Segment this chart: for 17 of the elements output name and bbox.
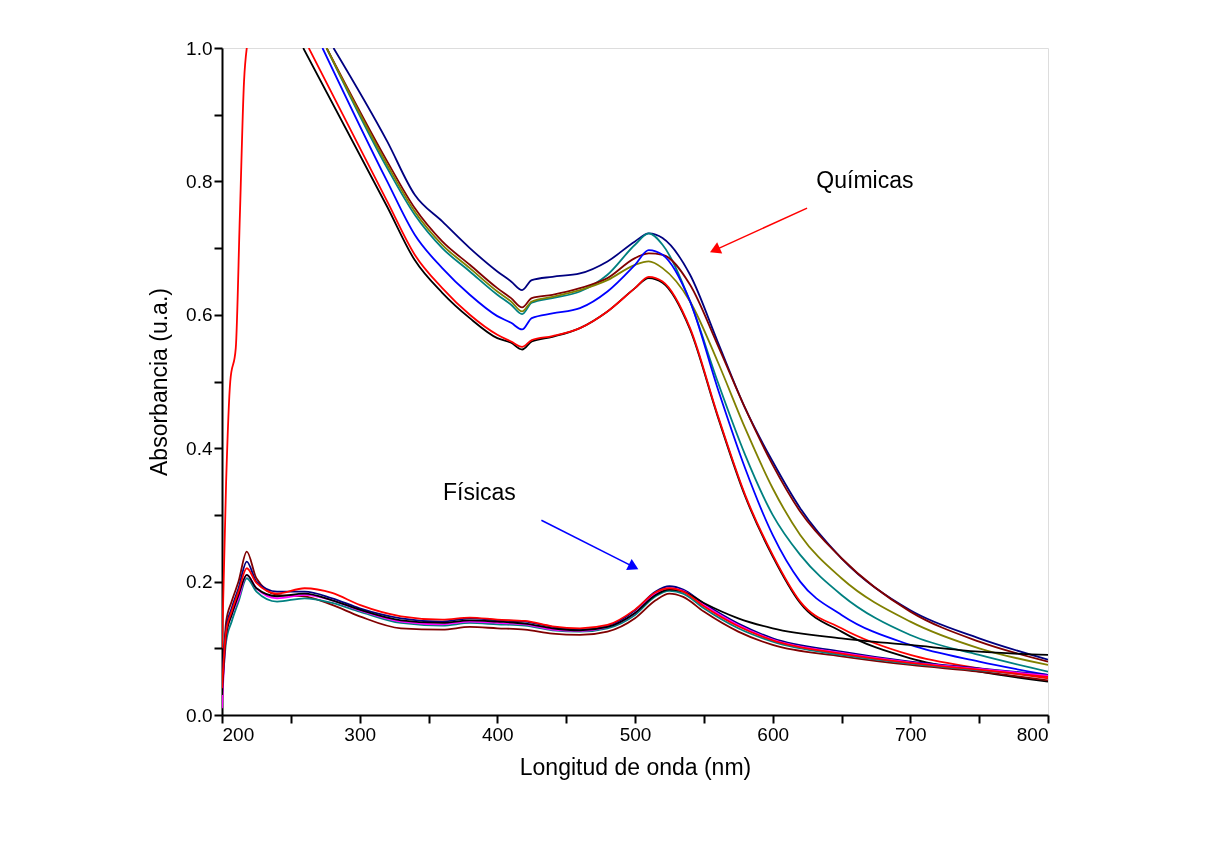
x-tick-label: 400 [481, 723, 514, 745]
x-tick-label: 500 [619, 723, 652, 745]
annotation: Físicas [443, 478, 516, 505]
annotation: Químicas [816, 167, 914, 194]
x-axis-title: Longitud de onda (nm) [519, 753, 752, 780]
y-tick-label: 0.8 [186, 170, 213, 192]
x-tick-label: 200 [222, 723, 255, 745]
y-axis-title: Absorbancia (u.a.) [146, 288, 173, 476]
y-tick-label: 0.4 [186, 437, 213, 459]
y-tick-label: 0.6 [186, 304, 213, 326]
x-tick-label: 300 [344, 723, 377, 745]
y-tick-label: 1.0 [186, 37, 213, 59]
y-tick-label: 0.2 [186, 571, 213, 593]
x-tick-label: 700 [894, 723, 927, 745]
x-tick-label: 800 [1016, 723, 1049, 745]
x-tick-label: 600 [757, 723, 790, 745]
y-tick-label: 0.0 [186, 704, 213, 726]
